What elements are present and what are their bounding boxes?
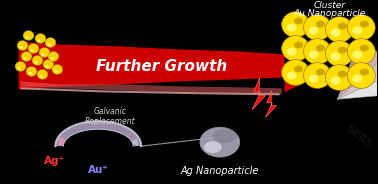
Polygon shape (20, 87, 280, 95)
Text: Ag Nanoparticle: Ag Nanoparticle (181, 166, 259, 176)
Ellipse shape (26, 66, 37, 76)
Ellipse shape (52, 64, 63, 74)
Polygon shape (20, 81, 282, 94)
Ellipse shape (39, 75, 43, 78)
Ellipse shape (316, 45, 325, 52)
Ellipse shape (325, 65, 353, 91)
Ellipse shape (360, 21, 369, 28)
Ellipse shape (15, 61, 26, 71)
Ellipse shape (304, 63, 332, 89)
Ellipse shape (200, 127, 240, 157)
Ellipse shape (360, 45, 369, 52)
Text: Further Growth: Further Growth (96, 59, 228, 74)
Wedge shape (338, 41, 371, 99)
Ellipse shape (45, 65, 49, 68)
Ellipse shape (48, 52, 59, 61)
Polygon shape (19, 42, 318, 92)
Ellipse shape (282, 60, 310, 85)
Ellipse shape (30, 49, 34, 52)
Ellipse shape (347, 39, 375, 64)
Ellipse shape (330, 29, 341, 37)
Ellipse shape (28, 72, 32, 75)
Text: Au⁺: Au⁺ (88, 165, 109, 175)
Ellipse shape (212, 129, 237, 143)
Ellipse shape (352, 26, 363, 35)
Ellipse shape (287, 72, 297, 80)
Ellipse shape (304, 15, 332, 40)
Polygon shape (265, 91, 277, 117)
Text: Cluster: Cluster (313, 1, 345, 10)
Ellipse shape (316, 69, 325, 76)
Ellipse shape (37, 69, 48, 79)
Ellipse shape (282, 12, 310, 38)
Ellipse shape (294, 18, 303, 25)
Wedge shape (338, 73, 378, 99)
Ellipse shape (17, 40, 28, 50)
Ellipse shape (304, 39, 332, 64)
Ellipse shape (35, 33, 46, 43)
Ellipse shape (23, 31, 34, 40)
Ellipse shape (287, 48, 297, 56)
Wedge shape (338, 47, 378, 99)
Wedge shape (338, 58, 378, 99)
Ellipse shape (45, 38, 56, 47)
Ellipse shape (352, 75, 363, 83)
Ellipse shape (338, 23, 347, 30)
Ellipse shape (43, 59, 54, 69)
Ellipse shape (19, 46, 23, 49)
Ellipse shape (25, 36, 29, 39)
Ellipse shape (21, 52, 32, 61)
Ellipse shape (308, 75, 319, 83)
Polygon shape (252, 78, 266, 110)
Text: Galvanic
Replacement: Galvanic Replacement (85, 107, 136, 126)
Ellipse shape (352, 51, 363, 59)
Text: Ag⁺: Ag⁺ (44, 156, 65, 166)
Ellipse shape (41, 53, 45, 56)
Ellipse shape (308, 51, 319, 59)
Ellipse shape (54, 70, 57, 73)
Ellipse shape (347, 15, 375, 40)
Ellipse shape (28, 43, 39, 54)
Ellipse shape (338, 70, 347, 77)
Ellipse shape (308, 26, 319, 35)
Ellipse shape (34, 61, 38, 64)
Ellipse shape (316, 21, 325, 28)
Ellipse shape (37, 39, 41, 42)
Ellipse shape (204, 141, 222, 153)
Ellipse shape (23, 57, 27, 60)
Polygon shape (56, 121, 141, 146)
Ellipse shape (32, 55, 43, 66)
Ellipse shape (50, 57, 54, 60)
Ellipse shape (47, 43, 51, 46)
Ellipse shape (282, 36, 310, 61)
Ellipse shape (330, 77, 341, 85)
Ellipse shape (360, 69, 369, 76)
Ellipse shape (325, 41, 353, 66)
Ellipse shape (39, 47, 50, 57)
Ellipse shape (347, 63, 375, 89)
Text: SERS: SERS (344, 124, 374, 150)
Ellipse shape (17, 67, 21, 70)
Ellipse shape (294, 66, 303, 72)
Text: Au Nanoparticle: Au Nanoparticle (293, 9, 366, 18)
Ellipse shape (330, 53, 341, 61)
Ellipse shape (294, 42, 303, 49)
Ellipse shape (325, 17, 353, 43)
Ellipse shape (287, 24, 297, 32)
Ellipse shape (338, 47, 347, 54)
